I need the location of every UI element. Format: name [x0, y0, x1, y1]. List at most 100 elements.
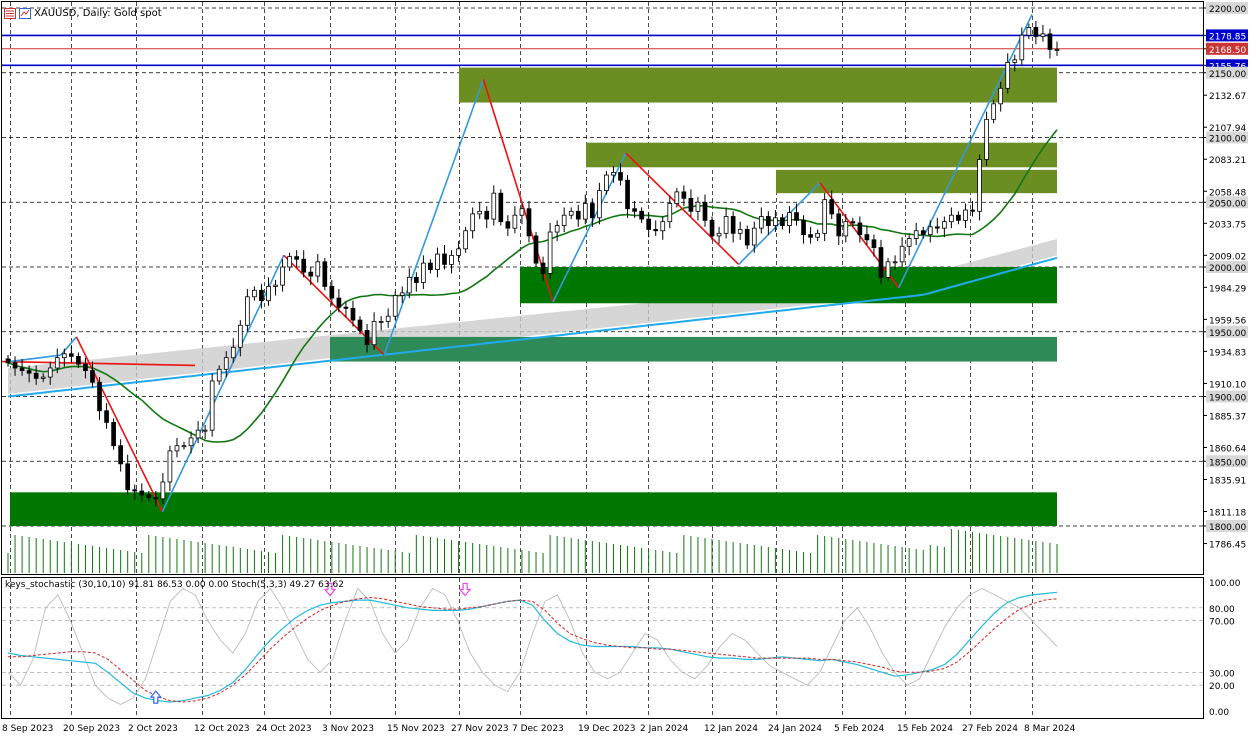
y-label: 2000.00 [1209, 264, 1246, 274]
candle [442, 244, 447, 270]
candle [568, 207, 574, 220]
candle-up [385, 315, 391, 322]
candle-up [61, 353, 67, 359]
candle-up [660, 221, 666, 232]
candle-up [597, 190, 602, 219]
candle [69, 345, 74, 363]
candle-up [202, 429, 208, 432]
y-label: 1950.00 [1209, 329, 1246, 339]
y-label-bg [1206, 390, 1248, 403]
y-label: 2083.21 [1209, 156, 1246, 166]
candle-up [554, 225, 560, 233]
candle [758, 207, 764, 234]
candle-up [604, 174, 609, 191]
candle [294, 250, 299, 267]
candle [582, 194, 588, 225]
candle-down [69, 353, 74, 357]
candle-down [19, 367, 25, 372]
candle-down [1047, 33, 1053, 50]
candle-down [730, 216, 736, 234]
candle-down [125, 463, 131, 491]
candle-down [505, 221, 511, 229]
candle-down [864, 234, 870, 241]
candle [1005, 53, 1011, 94]
candle [202, 424, 208, 440]
candle [590, 198, 595, 227]
candle-down [97, 381, 102, 412]
candle [1054, 41, 1060, 56]
chart-menu-icon[interactable] [4, 7, 16, 19]
candle-up [160, 481, 166, 500]
candle [526, 200, 532, 243]
candle [702, 194, 708, 227]
osc-y-label: 30.00 [1209, 669, 1235, 679]
candle [913, 222, 919, 245]
candle-down [625, 179, 630, 210]
candle [1012, 54, 1018, 72]
y-label: 1850.00 [1209, 458, 1246, 468]
candle [413, 272, 419, 292]
candle-down [533, 235, 539, 264]
candle-up [470, 213, 475, 232]
y-label: 2033.75 [1209, 220, 1246, 230]
candle [878, 239, 884, 284]
y-label-bg [1206, 196, 1248, 209]
candle-up [519, 208, 525, 216]
zigzag-segment [738, 182, 821, 265]
candle [209, 373, 215, 437]
y-label: 1910.10 [1209, 380, 1246, 390]
candle [505, 215, 511, 236]
candle-up [273, 284, 278, 287]
candle [632, 200, 637, 218]
candle [667, 195, 673, 229]
candle-up [963, 209, 968, 221]
candle-down [111, 421, 116, 447]
candle-up [561, 214, 567, 226]
candle [737, 221, 743, 240]
candle [575, 204, 581, 227]
candle [963, 203, 968, 229]
candle [540, 256, 546, 282]
candle-down [653, 229, 659, 232]
candle-down [639, 210, 644, 220]
oscillator-frame [1, 577, 1204, 719]
candle [118, 439, 123, 472]
candle-up [477, 210, 483, 215]
candle-up [223, 357, 229, 370]
candle [695, 197, 701, 221]
candle-up [667, 203, 673, 223]
candle [512, 206, 518, 234]
y-label: 2009.02 [1209, 252, 1246, 262]
candle [491, 185, 497, 226]
candle [927, 220, 933, 243]
candle-down [801, 219, 806, 236]
candle-up [906, 238, 912, 247]
candle-up [942, 221, 947, 229]
indicator-window-icon[interactable] [19, 7, 31, 19]
candle [350, 300, 356, 327]
candle-up [984, 118, 989, 160]
candle [801, 215, 806, 244]
candle [934, 217, 940, 234]
candle [97, 377, 102, 420]
osc-y-label: 80.00 [1209, 605, 1235, 615]
y-label-bg [1206, 325, 1248, 338]
candle [266, 277, 271, 306]
x-label: 2 Oct 2023 [128, 724, 178, 734]
osc-y-label: 100.00 [1209, 579, 1241, 589]
price-line-label-bg [1206, 29, 1248, 42]
candle-down [5, 358, 11, 364]
ma-fast-line [7, 129, 1058, 443]
ma-cloud [8, 239, 1057, 394]
candle [1047, 28, 1053, 59]
candle-up [751, 227, 757, 246]
signal-up-arrow-icon [149, 690, 163, 704]
candle-down [428, 262, 433, 270]
candle-up [287, 256, 292, 268]
candle [146, 491, 152, 502]
signal-down-arrow-icon [458, 582, 472, 597]
x-label: 8 Mar 2024 [1024, 724, 1076, 734]
candle-down [632, 208, 637, 212]
